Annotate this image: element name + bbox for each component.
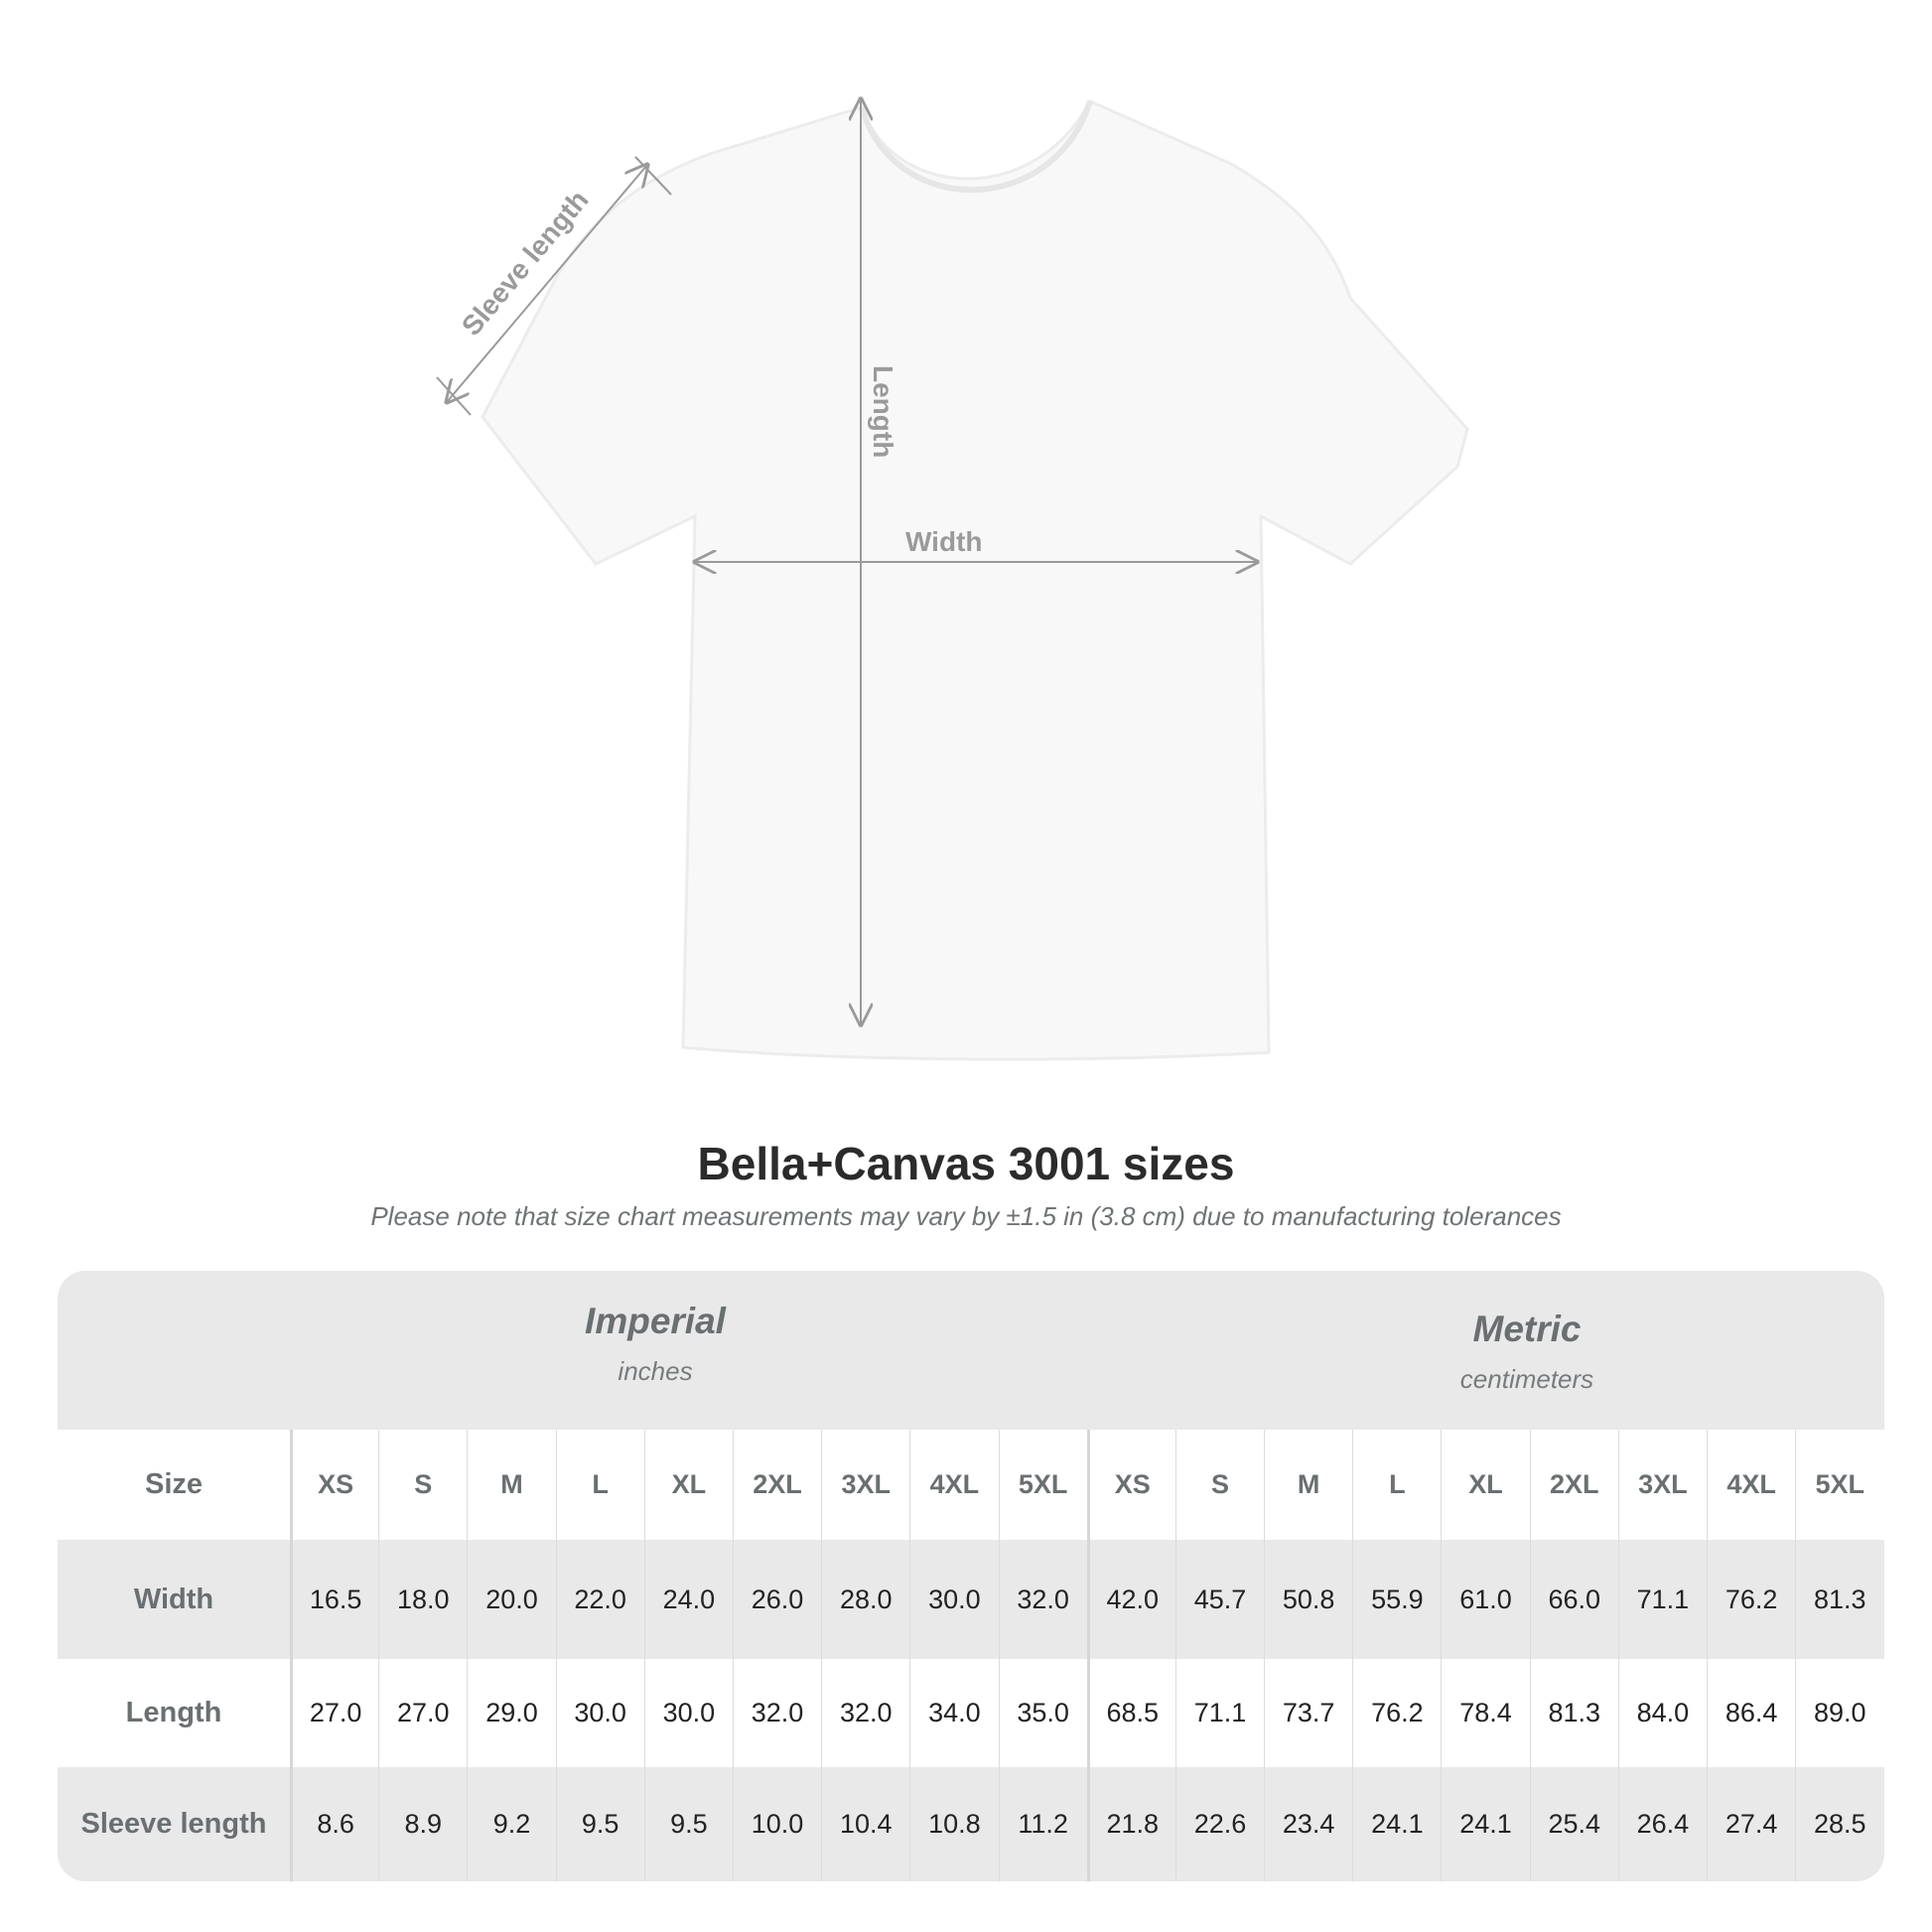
metric-value-cell: 78.4 [1441,1659,1529,1767]
imperial-value-cell: 8.6 [290,1767,378,1881]
metric-unit: centimeters [1459,1364,1594,1394]
sleeve-measure-line [447,165,647,402]
tshirt-diagram: Sleeve length Length Width [436,0,1469,1061]
imperial-value-cell: 8.9 [378,1767,467,1881]
metric-value-cell: 76.2 [1352,1659,1441,1767]
table-row: Sleeve length 8.6 8.9 9.2 9.5 9.5 10.0 10.4 10.8… [58,1767,1884,1881]
metric-value-cell: 89.0 [1795,1659,1883,1767]
row-label: Sleeve length [80,1808,267,1840]
tolerance-note: Please note that size chart measurements… [370,1201,1562,1231]
imperial-value-cell: 18.0 [378,1540,467,1659]
metric-value-cell: 28.5 [1795,1767,1883,1881]
metric-title: Metric [1472,1309,1582,1349]
metric-value-cell: 24.1 [1441,1767,1529,1881]
width-label: Width [905,526,983,557]
imperial-size-3xl: 3XL [821,1430,909,1540]
imperial-value-cell: 26.0 [732,1540,821,1659]
metric-value-cell: 71.1 [1174,1659,1264,1767]
metric-value-cell: 25.4 [1529,1767,1618,1881]
imperial-value-cell: 27.0 [378,1659,467,1767]
metric-value-cell: 21.8 [1086,1767,1175,1881]
metric-value-cell: 27.4 [1707,1767,1795,1881]
imperial-value-cell: 10.0 [732,1767,821,1881]
metric-value-cell: 26.4 [1617,1767,1707,1881]
metric-size-4xl: 4XL [1707,1430,1795,1540]
metric-header: Metric centimeters [1318,1309,1735,1395]
imperial-size-s: S [378,1430,467,1540]
table-row: Width 16.5 18.0 20.0 22.0 24.0 26.0 28.0 30.0 32.… [58,1540,1884,1659]
imperial-value-cell: 16.5 [290,1540,378,1659]
metric-size-xl: XL [1441,1430,1529,1540]
row-label: Width [133,1583,214,1615]
metric-value-cell: 50.8 [1264,1540,1352,1659]
metric-value-cell: 45.7 [1174,1540,1264,1659]
tshirt-shape [481,99,1469,1061]
metric-value-cell: 22.6 [1174,1767,1264,1881]
metric-value-cell: 86.4 [1707,1659,1795,1767]
metric-size-2xl: 2XL [1529,1430,1618,1540]
metric-value-cell: 23.4 [1264,1767,1352,1881]
imperial-value-cell: 35.0 [998,1659,1087,1767]
metric-size-m: M [1264,1430,1352,1540]
imperial-value-cell: 32.0 [998,1540,1087,1659]
size-row: Size XS S M L XL 2XL 3XL 4XL 5XL XS S M L XL 2XL 3XL 4XL 5… [58,1430,1884,1540]
imperial-value-cell: 28.0 [821,1540,909,1659]
metric-value-cell: 61.0 [1441,1540,1529,1659]
imperial-value-cell: 32.0 [821,1659,909,1767]
imperial-value-cell: 9.2 [467,1767,555,1881]
imperial-size-5xl: 5XL [998,1430,1087,1540]
metric-value-cell: 81.3 [1529,1659,1618,1767]
metric-value-cell: 76.2 [1707,1540,1795,1659]
imperial-value-cell: 9.5 [555,1767,644,1881]
imperial-value-cell: 10.8 [909,1767,998,1881]
imperial-value-cell: 10.4 [821,1767,909,1881]
imperial-title: Imperial [585,1301,726,1341]
imperial-value-cell: 30.0 [909,1540,998,1659]
metric-value-cell: 24.1 [1352,1767,1441,1881]
imperial-value-cell: 27.0 [290,1659,378,1767]
size-header-label: Size [144,1468,204,1500]
metric-size-3xl: 3XL [1617,1430,1707,1540]
metric-size-s: S [1174,1430,1264,1540]
metric-value-cell: 42.0 [1086,1540,1175,1659]
imperial-value-cell: 9.5 [643,1767,733,1881]
metric-size-5xl: 5XL [1795,1430,1883,1540]
imperial-value-cell: 29.0 [467,1659,555,1767]
metric-value-cell: 68.5 [1086,1659,1175,1767]
page-title: Bella+Canvas 3001 sizes [697,1138,1235,1189]
imperial-value-cell: 24.0 [643,1540,733,1659]
size-table: Imperial inches Metric centimeters Size X… [58,1271,1884,1881]
imperial-size-4xl: 4XL [909,1430,998,1540]
metric-value-cell: 81.3 [1795,1540,1883,1659]
metric-value-cell: 55.9 [1352,1540,1441,1659]
unit-header: Imperial inches Metric centimeters [58,1271,1884,1430]
imperial-size-l: L [555,1430,644,1540]
imperial-unit: inches [618,1356,693,1386]
table-row: Length 27.0 27.0 29.0 30.0 30.0 32.0 32.0 34.0 35… [58,1659,1884,1767]
imperial-value-cell: 34.0 [909,1659,998,1767]
imperial-size-2xl: 2XL [732,1430,821,1540]
imperial-value-cell: 11.2 [998,1767,1087,1881]
imperial-size-xs: XS [290,1430,378,1540]
imperial-value-cell: 30.0 [643,1659,733,1767]
metric-size-xs: XS [1086,1430,1175,1540]
imperial-value-cell: 32.0 [732,1659,821,1767]
length-label: Length [868,365,898,458]
metric-value-cell: 73.7 [1264,1659,1352,1767]
row-label: Length [125,1697,222,1728]
metric-value-cell: 71.1 [1617,1540,1707,1659]
imperial-value-cell: 30.0 [555,1659,644,1767]
metric-value-cell: 84.0 [1617,1659,1707,1767]
imperial-header: Imperial inches [447,1301,864,1387]
metric-size-l: L [1352,1430,1441,1540]
imperial-size-m: M [467,1430,555,1540]
imperial-value-cell: 20.0 [467,1540,555,1659]
imperial-size-xl: XL [643,1430,733,1540]
metric-value-cell: 66.0 [1529,1540,1618,1659]
imperial-value-cell: 22.0 [555,1540,644,1659]
